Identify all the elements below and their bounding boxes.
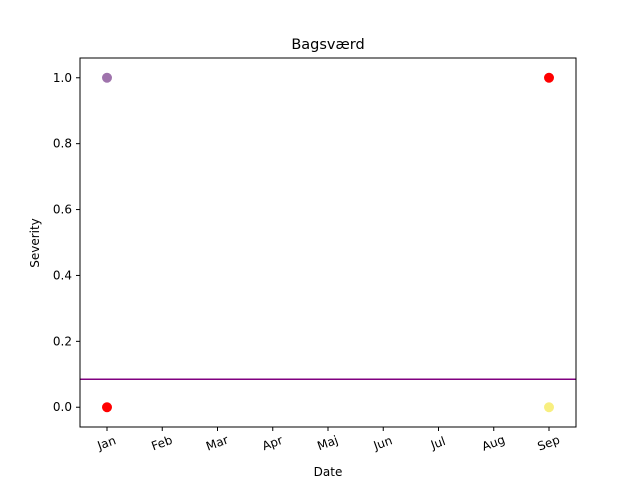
x-axis-title: Date xyxy=(314,465,343,479)
y-tick-label: 1.0 xyxy=(53,71,72,85)
chart-title: Bagsværd xyxy=(291,37,364,53)
x-tick-label: Mar xyxy=(204,433,230,454)
y-tick-label: 0.6 xyxy=(53,203,72,217)
data-point xyxy=(544,402,554,413)
y-axis-title: Severity xyxy=(28,218,42,268)
x-tick-label: Feb xyxy=(150,433,175,453)
data-point xyxy=(544,72,554,83)
x-tick-label: Sep xyxy=(536,433,562,454)
x-tick-label: Aug xyxy=(480,432,507,453)
x-tick-label: Jun xyxy=(371,433,394,453)
y-tick-label: 0.0 xyxy=(53,400,72,414)
x-tick-label: Maj xyxy=(315,433,340,453)
plot-area: 0.0 0.2 0.4 0.6 0.8 1.0 Jan Feb Mar Apr Maj Jun Jul A… xyxy=(53,57,577,454)
y-tick-label: 0.8 xyxy=(53,137,72,151)
plot-frame xyxy=(79,57,577,428)
data-point xyxy=(102,402,112,413)
x-tick-label: Jan xyxy=(95,433,118,453)
data-point xyxy=(102,72,112,83)
y-tick-label: 0.4 xyxy=(53,268,72,282)
x-tick-label: Jul xyxy=(428,434,447,452)
x-tick-label: Apr xyxy=(260,433,284,453)
y-tick-label: 0.2 xyxy=(53,334,72,348)
